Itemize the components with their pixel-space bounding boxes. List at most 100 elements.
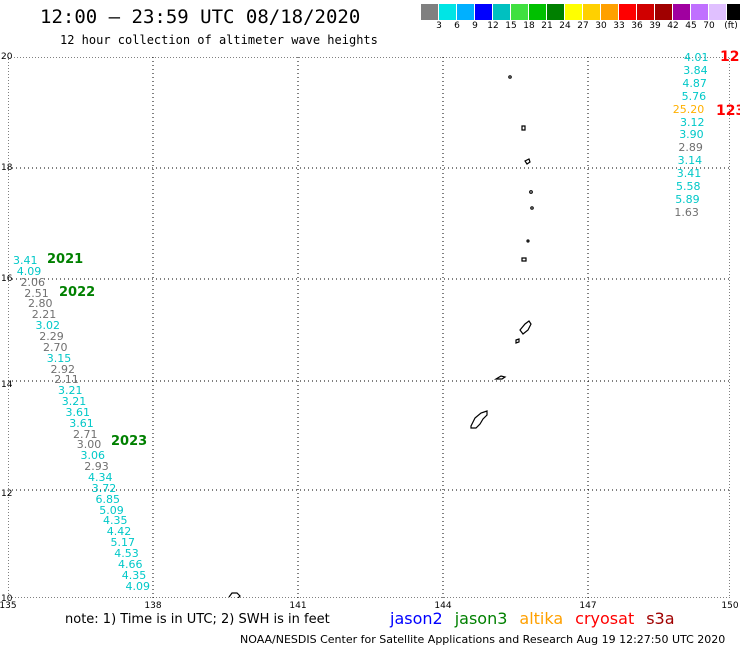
island-agrihan bbox=[529, 190, 533, 194]
wave-height-value: 1.63 bbox=[674, 205, 699, 219]
wave-height-value: 2.11 bbox=[54, 373, 79, 387]
lat-label: 18 bbox=[1, 163, 13, 173]
wave-height-value: 3.84 bbox=[683, 63, 708, 77]
island-alamagan bbox=[526, 239, 530, 243]
lon-label: 150 bbox=[721, 601, 739, 611]
colorbar-label: 70 bbox=[703, 21, 715, 31]
wave-height-value: 4.01 bbox=[684, 51, 709, 64]
island-ngulu bbox=[228, 592, 241, 598]
wave-height-value: 3.00 bbox=[76, 438, 102, 452]
lon-label: 147 bbox=[579, 601, 597, 611]
wave-height-value: 4.42 bbox=[106, 525, 132, 539]
wave-height-value: 4.09 bbox=[125, 579, 151, 593]
colorbar-label: 27 bbox=[577, 21, 589, 31]
colorbar-label: 6 bbox=[454, 21, 460, 31]
colorbar-label: 33 bbox=[613, 21, 625, 31]
wave-height-value: 4.66 bbox=[118, 557, 143, 571]
wave-height-value: 2.29 bbox=[39, 329, 64, 343]
wave-height-value: 3.14 bbox=[677, 154, 703, 168]
colorbar-label: 9 bbox=[472, 21, 478, 31]
island-maug bbox=[521, 125, 526, 131]
colorbar-swatch bbox=[529, 4, 547, 20]
wave-height-value: 2.92 bbox=[50, 362, 76, 376]
wave-height-value: 3.72 bbox=[91, 481, 117, 495]
colorbar-swatch bbox=[457, 4, 475, 20]
satellite-legend-item: jason2 bbox=[390, 609, 443, 628]
island-guam bbox=[470, 410, 488, 429]
time-label: 2023 bbox=[111, 434, 148, 449]
wave-height-value: 2.93 bbox=[84, 460, 109, 474]
wave-height-value: 3.21 bbox=[61, 395, 87, 409]
wave-height-value: 3.41 bbox=[676, 167, 702, 181]
map-subtitle: 12 hour collection of altimeter wave hei… bbox=[60, 33, 378, 47]
colorbar-swatch bbox=[727, 4, 740, 20]
wave-height-value: 2.71 bbox=[73, 427, 98, 441]
colorbar-label: 36 bbox=[631, 21, 643, 31]
wave-height-value: 5.09 bbox=[99, 503, 124, 517]
colorbar-swatch bbox=[439, 4, 457, 20]
wave-height-value: 3.90 bbox=[679, 128, 704, 142]
colorbar-label: 30 bbox=[595, 21, 607, 31]
colorbar-swatch bbox=[493, 4, 511, 20]
wave-height-value: 4.35 bbox=[103, 514, 128, 528]
colorbar-swatch bbox=[583, 4, 601, 20]
lon-label: 138 bbox=[144, 601, 162, 611]
colorbar-label: 15 bbox=[505, 21, 517, 31]
colorbar-label: 3 bbox=[436, 21, 442, 31]
colorbar-swatch bbox=[637, 4, 655, 20]
lat-label: 16 bbox=[1, 274, 13, 284]
wave-height-value: 4.35 bbox=[121, 568, 147, 582]
colorbar-swatch bbox=[709, 4, 727, 20]
wave-height-value: 2.80 bbox=[28, 297, 53, 311]
colorbar-swatch bbox=[601, 4, 619, 20]
lon-label: 135 bbox=[0, 601, 17, 611]
wave-height-value: 2.06 bbox=[20, 275, 46, 289]
colorbar-label: (ft) bbox=[724, 21, 738, 31]
colorbar-label: 24 bbox=[559, 21, 571, 31]
wave-height-value: 25.20 bbox=[672, 102, 705, 116]
pass-id-label: 123 bbox=[716, 103, 740, 119]
wave-height-value: 2.89 bbox=[678, 141, 703, 155]
island-guguan bbox=[521, 257, 527, 262]
grid-lines bbox=[8, 57, 730, 598]
colorbar-label: 45 bbox=[685, 21, 697, 31]
satellite-legend-item: cryosat bbox=[575, 609, 635, 628]
time-label: 2022 bbox=[59, 285, 96, 300]
lon-label: 141 bbox=[289, 601, 307, 611]
island-farallon bbox=[508, 75, 512, 79]
wave-height-value: 6.85 bbox=[95, 492, 121, 506]
colorbar-label: 39 bbox=[649, 21, 661, 31]
colorbar-swatch bbox=[565, 4, 583, 20]
island-tinian bbox=[515, 338, 520, 344]
wave-height-value: 3.12 bbox=[680, 115, 705, 129]
satellite-legend-item: jason3 bbox=[454, 609, 508, 628]
island-outlines bbox=[228, 75, 534, 598]
wave-height-value: 3.06 bbox=[80, 449, 106, 463]
satellite-legend-item: s3a bbox=[646, 609, 675, 628]
wave-height-value: 3.21 bbox=[58, 384, 83, 398]
units-note: note: 1) Time is in UTC; 2) SWH is in fe… bbox=[65, 612, 330, 627]
wave-height-value: 3.61 bbox=[65, 405, 91, 419]
colorbar-label: 18 bbox=[523, 21, 535, 31]
colorbar-swatch bbox=[475, 4, 493, 20]
colorbar-swatch bbox=[547, 4, 565, 20]
wave-height-value: 4.34 bbox=[88, 471, 113, 484]
wave-height-value: 3.15 bbox=[46, 351, 72, 365]
island-saipan bbox=[519, 320, 532, 335]
colorbar-swatch bbox=[655, 4, 673, 20]
island-rota bbox=[493, 375, 507, 380]
island-pagan bbox=[530, 206, 534, 210]
colorbar-swatch bbox=[619, 4, 637, 20]
wave-height-value: 4.53 bbox=[114, 546, 139, 560]
wave-height-value: 4.09 bbox=[16, 264, 42, 278]
time-label: 2021 bbox=[47, 252, 84, 267]
wave-height-value: 5.58 bbox=[676, 180, 701, 193]
footer-credit: NOAA/NESDIS Center for Satellite Applica… bbox=[240, 633, 726, 646]
island-asuncion bbox=[524, 158, 531, 165]
satellite-legend-item: altika bbox=[519, 609, 564, 628]
colorbar-swatch bbox=[511, 4, 529, 20]
wave-height-value: 4.87 bbox=[682, 76, 707, 90]
colorbar-label: 12 bbox=[487, 21, 499, 31]
wave-height-value: 5.17 bbox=[110, 536, 136, 550]
pass-id-label: 122 bbox=[720, 49, 740, 65]
